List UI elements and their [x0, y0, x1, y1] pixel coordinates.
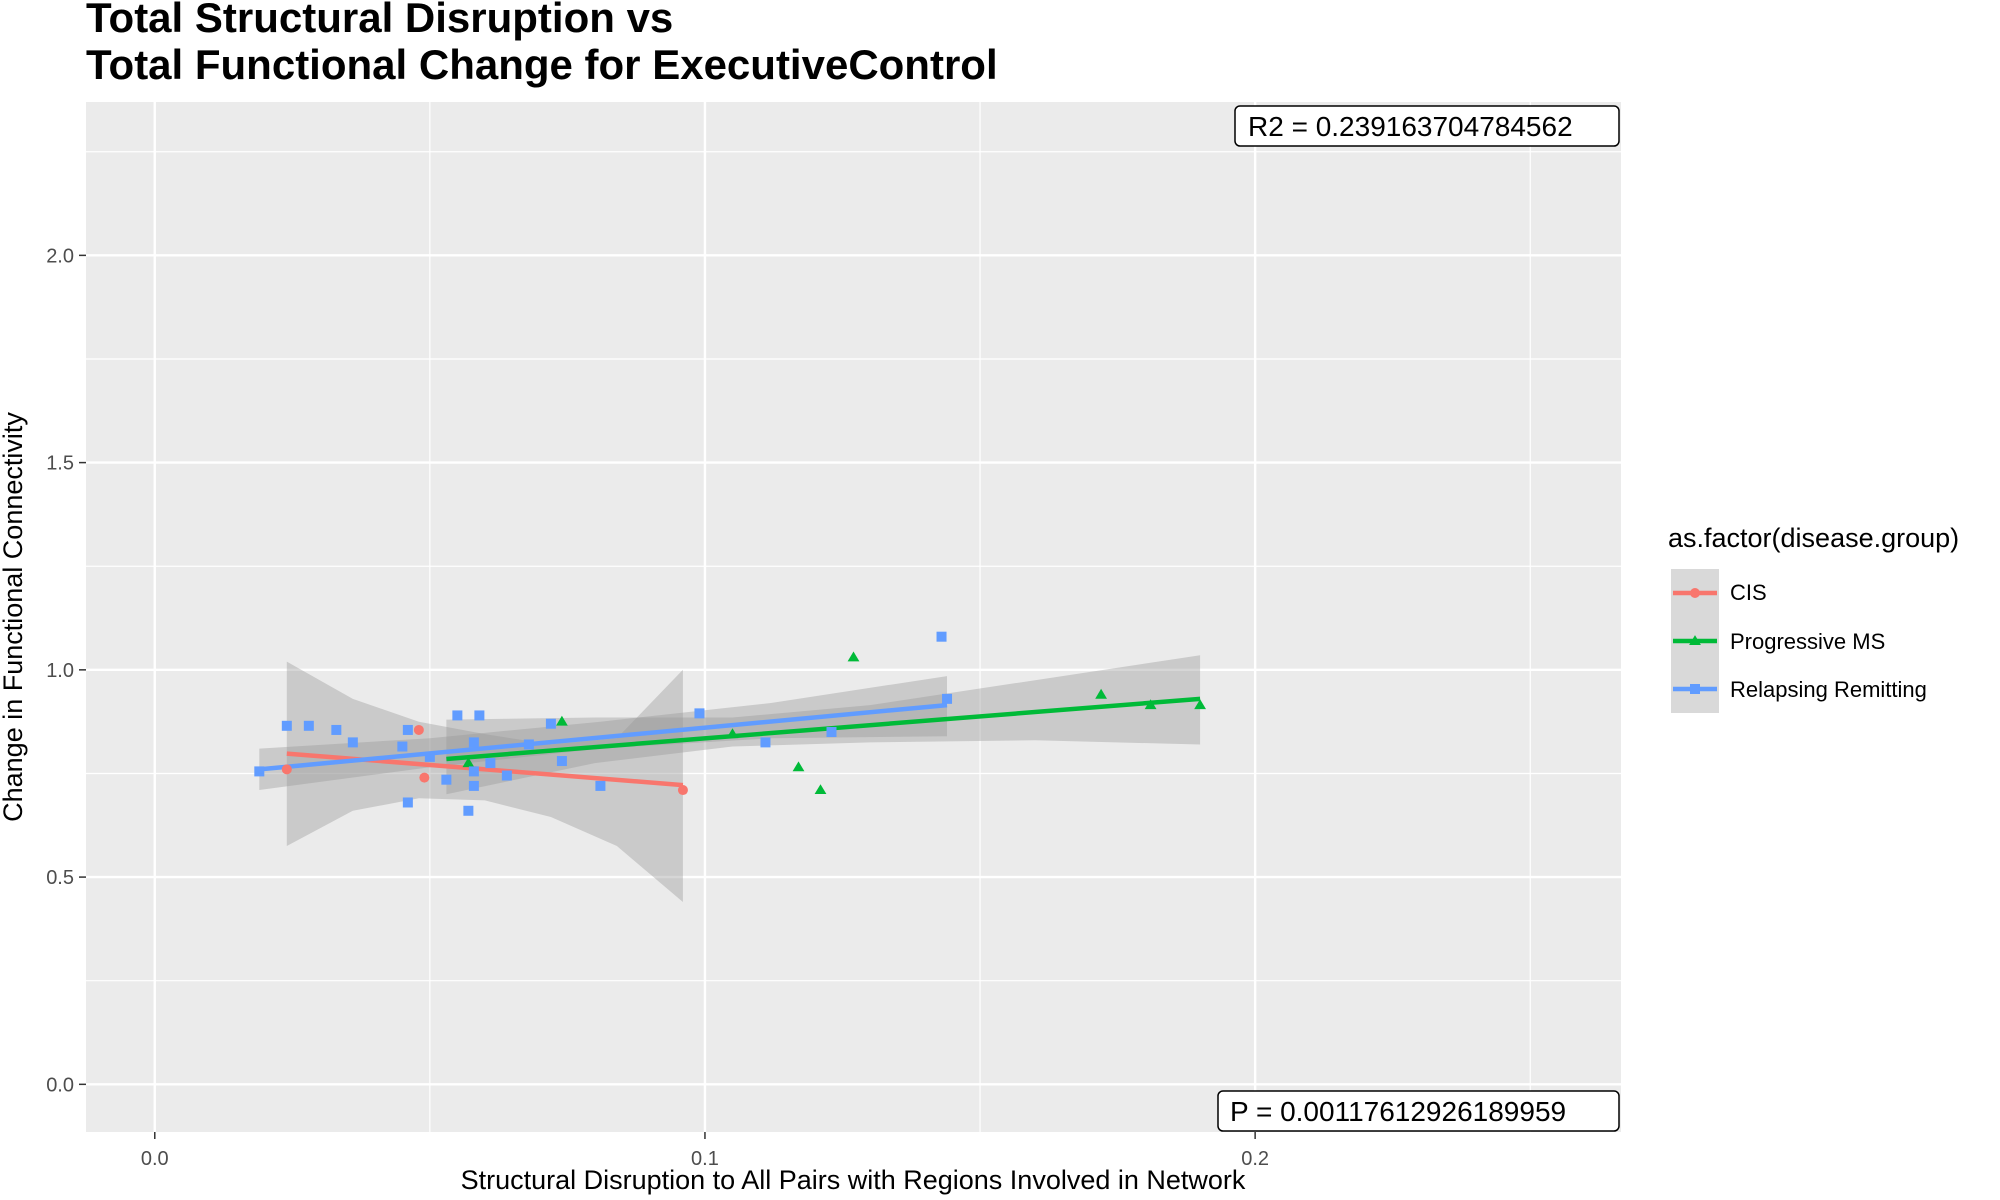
point-relapsing-remitting [331, 724, 342, 735]
y-tick-label: 0.0 [46, 1074, 74, 1096]
point-cis [281, 764, 292, 775]
point-progressive-ms [847, 651, 860, 662]
point-relapsing-remitting [468, 766, 479, 777]
confidence-band-progressive-ms [446, 655, 1201, 795]
r2-label: R2 = 0.239163704784562 [1248, 111, 1573, 142]
grid-lines [86, 102, 1621, 1132]
point-relapsing-remitting [694, 708, 705, 719]
point-progressive-ms [1144, 699, 1157, 710]
fit-lines [259, 696, 1201, 788]
point-relapsing-remitting [468, 780, 479, 791]
point-relapsing-remitting [556, 756, 567, 767]
x-axis-title: Structural Disruption to All Pairs with … [461, 1165, 1246, 1195]
point-relapsing-remitting [254, 766, 265, 777]
y-tick-label: 0.5 [46, 867, 74, 889]
y-tick-label: 1.0 [46, 660, 74, 682]
legend-label-progressive-ms: Progressive MS [1730, 629, 1885, 654]
legend-label-cis: CIS [1730, 580, 1767, 605]
point-progressive-ms [792, 761, 805, 772]
axis-ticks: 0.0 0.1 0.2 0.0 0.5 1.0 1.5 2.0 [46, 245, 1269, 1170]
chart-title-line-2: Total Functional Change for ExecutiveCon… [86, 41, 998, 88]
data-points [254, 631, 1206, 816]
point-relapsing-remitting [463, 805, 474, 816]
point-relapsing-remitting [760, 737, 771, 748]
r2-label-box: R2 = 0.239163704784562 [1234, 105, 1620, 147]
point-relapsing-remitting [826, 727, 837, 738]
point-relapsing-remitting [936, 631, 947, 642]
point-relapsing-remitting [523, 739, 534, 750]
legend-title: as.factor(disease.group) [1668, 523, 1959, 553]
point-relapsing-remitting [402, 797, 413, 808]
point-progressive-ms [1095, 688, 1107, 699]
point-relapsing-remitting [545, 718, 556, 729]
point-relapsing-remitting [452, 710, 463, 721]
p-value-box: P = 0.00117612926189959 [1217, 1090, 1620, 1132]
point-relapsing-remitting [397, 741, 408, 752]
point-cis [419, 772, 430, 783]
y-axis-title: Change in Functional Connectivity [0, 412, 28, 822]
point-relapsing-remitting [942, 693, 953, 704]
point-progressive-ms [462, 757, 475, 768]
confidence-band-cis [286, 661, 683, 902]
point-progressive-ms [814, 784, 827, 794]
x-tick-label: 0.2 [1241, 1148, 1269, 1170]
point-relapsing-remitting [402, 724, 413, 735]
x-tick-label: 0.1 [691, 1148, 719, 1170]
point-progressive-ms [726, 728, 739, 739]
point-relapsing-remitting [303, 720, 314, 731]
legend-key-marker-progressive-ms [1689, 635, 1701, 645]
point-relapsing-remitting [595, 780, 606, 791]
point-progressive-ms [556, 715, 568, 726]
point-progressive-ms [1194, 699, 1206, 710]
y-tick-label: 2.0 [46, 245, 74, 267]
point-relapsing-remitting [424, 751, 435, 762]
fit-line-progressive-ms [446, 696, 1201, 762]
legend-key-marker-relapsing-remitting [1690, 684, 1700, 694]
point-cis [413, 724, 424, 735]
point-relapsing-remitting [468, 737, 479, 748]
point-relapsing-remitting [281, 720, 292, 731]
y-tick-label: 1.5 [46, 453, 74, 475]
fit-line-relapsing-remitting [259, 702, 948, 772]
point-relapsing-remitting [474, 710, 485, 721]
x-tick-label: 0.0 [141, 1148, 169, 1170]
point-relapsing-remitting [501, 770, 512, 781]
chart-title-line-1: Total Structural Disruption vs [86, 0, 673, 41]
point-relapsing-remitting [485, 758, 496, 769]
point-cis [677, 785, 688, 796]
legend-label-relapsing-remitting: Relapsing Remitting [1730, 677, 1927, 702]
legend-keys [1671, 569, 1719, 713]
point-relapsing-remitting [347, 737, 358, 748]
legend-key-marker-cis [1690, 588, 1700, 598]
point-relapsing-remitting [441, 774, 452, 785]
plot-panel [86, 102, 1621, 1132]
p-value-label: P = 0.00117612926189959 [1230, 1096, 1566, 1127]
legend: as.factor(disease.group) CIS Progressive… [1668, 523, 1959, 713]
